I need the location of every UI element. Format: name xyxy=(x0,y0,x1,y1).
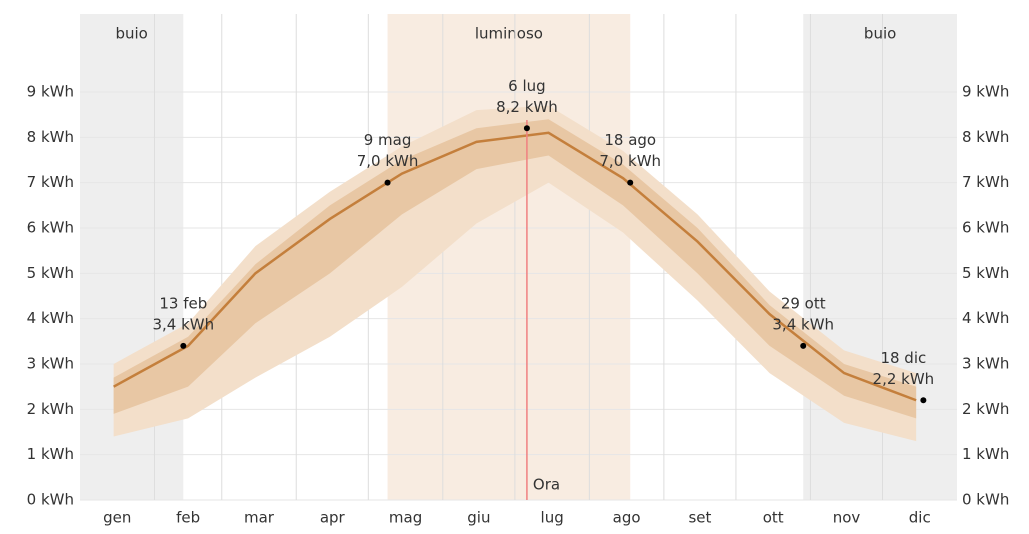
annotation-value: 3,4 kWh xyxy=(772,315,834,333)
annotation-value: 3,4 kWh xyxy=(152,315,214,333)
y-tick-label: 3 kWh xyxy=(27,355,74,373)
x-tick-label: ago xyxy=(613,509,641,527)
y-tick-label: 5 kWh xyxy=(27,264,74,282)
y-tick-label: 9 kWh xyxy=(27,83,74,101)
y2-tick-label: 0 kWh xyxy=(962,491,1009,509)
annotation-value: 8,2 kWh xyxy=(496,98,558,116)
x-tick-label: lug xyxy=(541,509,564,527)
point xyxy=(920,397,927,404)
y2-tick-label: 2 kWh xyxy=(962,400,1009,418)
y-tick-label: 7 kWh xyxy=(27,173,74,191)
period-label: buio xyxy=(864,25,896,43)
period-label: buio xyxy=(115,25,147,43)
period-label: luminoso xyxy=(475,25,543,43)
y-tick-label: 4 kWh xyxy=(27,309,74,327)
x-tick-label: nov xyxy=(833,509,861,527)
y2-tick-label: 8 kWh xyxy=(962,128,1009,146)
x-tick-label: apr xyxy=(320,509,346,527)
annotation-date: 13 feb xyxy=(159,294,207,312)
y2-tick-label: 9 kWh xyxy=(962,83,1009,101)
annotation-date: 6 lug xyxy=(508,77,546,95)
x-tick-label: dic xyxy=(909,509,931,527)
x-tick-label: mag xyxy=(389,509,422,527)
annotation-date: 18 ago xyxy=(604,131,656,149)
line xyxy=(113,131,917,402)
point xyxy=(384,179,391,186)
x-tick-label: gen xyxy=(103,509,131,527)
y2-tick-label: 1 kWh xyxy=(962,445,1009,463)
annotation-date: 29 ott xyxy=(781,294,826,312)
band xyxy=(113,119,917,419)
annotation-date: 18 dic xyxy=(880,349,926,367)
y-tick-label: 1 kWh xyxy=(27,445,74,463)
annotation-value: 7,0 kWh xyxy=(599,152,661,170)
annotation-value: 7,0 kWh xyxy=(357,152,419,170)
point xyxy=(627,179,634,186)
y2-tick-label: 7 kWh xyxy=(962,173,1009,191)
x-tick-label: set xyxy=(688,509,711,527)
annotation-date: 9 mag xyxy=(364,131,412,149)
y-tick-label: 2 kWh xyxy=(27,400,74,418)
x-tick-label: ott xyxy=(763,509,784,527)
annotation-value: 2,2 kWh xyxy=(873,370,935,388)
now-label: Ora xyxy=(533,476,560,494)
y2-tick-label: 5 kWh xyxy=(962,264,1009,282)
x-tick-label: feb xyxy=(176,509,200,527)
y-tick-label: 8 kWh xyxy=(27,128,74,146)
point xyxy=(800,342,807,349)
y2-tick-label: 3 kWh xyxy=(962,355,1009,373)
point xyxy=(523,125,530,132)
point xyxy=(180,342,187,349)
y2-tick-label: 6 kWh xyxy=(962,219,1009,237)
x-tick-label: mar xyxy=(244,509,275,527)
y-tick-label: 0 kWh xyxy=(27,491,74,509)
y2-tick-label: 4 kWh xyxy=(962,309,1009,327)
x-tick-label: giu xyxy=(467,509,490,527)
y-tick-label: 6 kWh xyxy=(27,219,74,237)
